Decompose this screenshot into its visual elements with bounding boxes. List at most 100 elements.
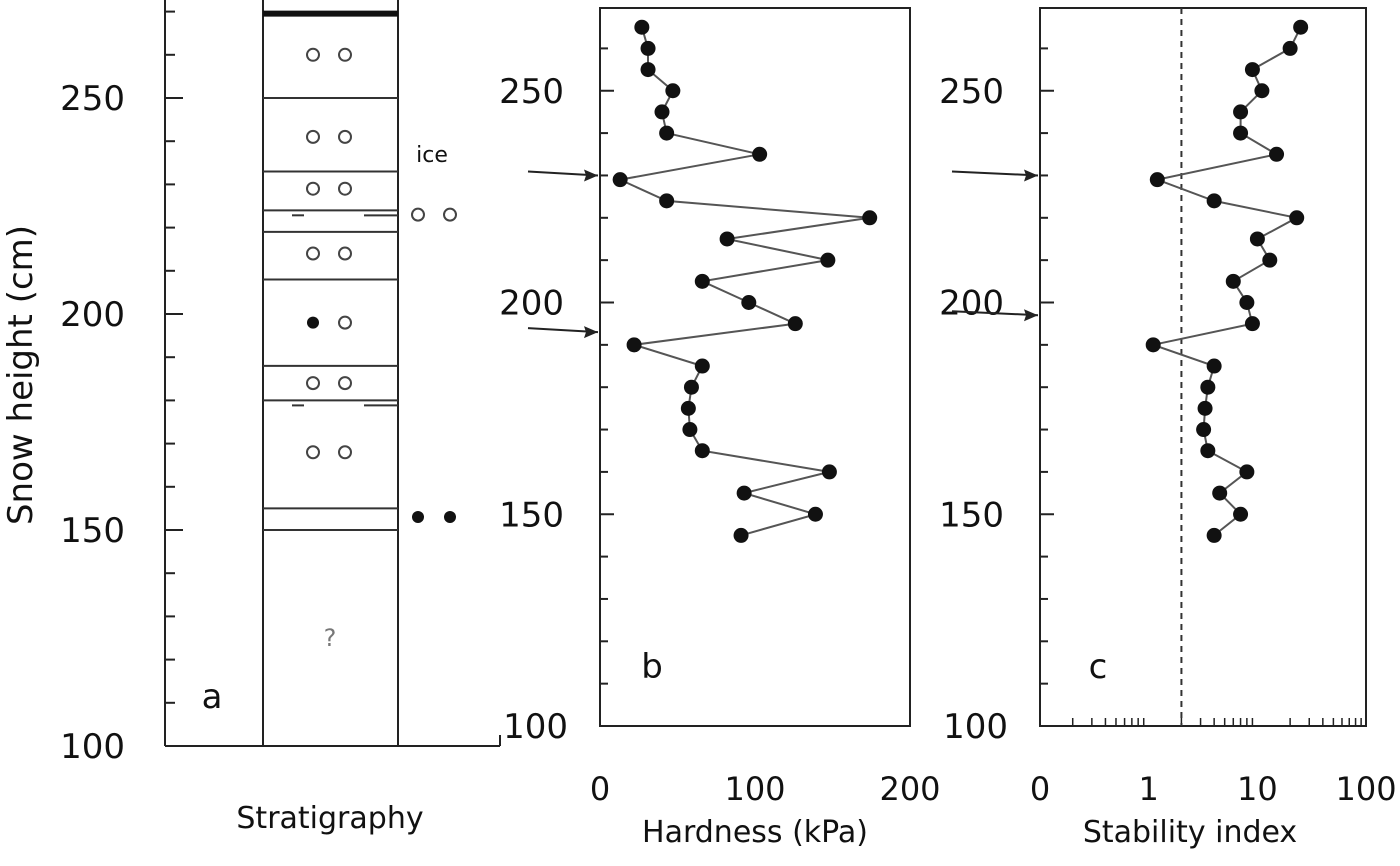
rounded-grain-icon (306, 47, 320, 62)
hardness-point (682, 422, 698, 438)
stability-point (1196, 422, 1212, 438)
x-tick-label: 0 (590, 770, 610, 808)
hardness-points (612, 19, 878, 543)
panel-c-xlabel: Stability index (1083, 815, 1297, 850)
stability-point (1233, 506, 1249, 522)
weak-layer-arrow (951, 170, 1039, 177)
x-tick-label: 0 (1030, 770, 1050, 808)
y-tick-label: 150 (60, 511, 125, 551)
ice-annotation: ice (416, 143, 448, 168)
stability-point (1244, 62, 1260, 78)
x-tick-label: 10 (1237, 770, 1278, 808)
y-tick-label: 200 (939, 284, 1004, 324)
hardness-point (659, 125, 675, 141)
stability-point (1282, 40, 1298, 56)
stability-point (1206, 358, 1222, 374)
panel-b-frame (599, 7, 911, 727)
rounded-grain-icon (306, 246, 320, 261)
stability-point (1262, 252, 1278, 268)
y-tick-label: 150 (939, 495, 1004, 535)
y-axis-title: Snow height (cm) (1, 225, 41, 525)
rounded-grain-icon (306, 181, 320, 196)
hardness-point (821, 464, 837, 480)
hardness-point (807, 506, 823, 522)
hardness-point (612, 172, 628, 188)
arrowhead-icon (584, 169, 598, 182)
hardness-point (634, 19, 650, 35)
rounded-grain-icon (338, 315, 352, 330)
panel-a-xlabel: Stratigraphy (236, 801, 423, 836)
panel-c-frame (1039, 7, 1367, 727)
stability-point (1239, 295, 1255, 310)
rounded-grain-icon (306, 129, 320, 144)
hardness-point (719, 231, 735, 247)
stability-point (1206, 527, 1222, 543)
x-tick-label: 100 (1336, 770, 1397, 808)
stability-point (1200, 379, 1216, 395)
y-tick-label: 100 (60, 727, 125, 767)
arrowhead-icon (584, 326, 598, 339)
rounded-grain-icon (338, 246, 352, 261)
hardness-point (741, 295, 757, 310)
panel-b-ticks: 100 150 200 250 0 100 200 (499, 47, 941, 808)
hardness-point (694, 443, 710, 459)
stability-points (1145, 19, 1309, 543)
y-tick-label: 200 (499, 284, 564, 324)
stability-point (1269, 146, 1285, 162)
stability-point (1233, 104, 1249, 120)
stability-point (1233, 125, 1249, 141)
rounded-grain-icon (411, 207, 425, 222)
panel-c-stability: 100 150 200 250 0 1 10 100 c Stability index (939, 7, 1397, 850)
rounded-grain-icon (338, 129, 352, 144)
hardness-point (680, 400, 696, 416)
y-tick-label: 250 (499, 72, 564, 112)
panel-c-arrows (951, 169, 1039, 322)
hardness-point (862, 210, 878, 226)
x-tick-label: 200 (879, 770, 940, 808)
panel-a-label: a (202, 677, 223, 717)
rounded-grain-icon (338, 445, 352, 460)
arrowhead-icon (1024, 309, 1038, 322)
hardness-point (694, 273, 710, 289)
rounded-grain-solid-icon (412, 511, 424, 524)
stability-point (1145, 337, 1161, 353)
hardness-point (736, 485, 752, 501)
hardness-point (659, 193, 675, 209)
x-tick-label: 100 (724, 770, 785, 808)
strat-layers (263, 10, 398, 531)
stability-point (1225, 273, 1241, 289)
rounded-grain-icon (338, 376, 352, 391)
hardness-point (640, 62, 656, 78)
hardness-point (694, 358, 710, 374)
panel-a-ticks: 100 150 200 250 (60, 10, 183, 767)
stability-point (1249, 231, 1265, 247)
hardness-point (820, 252, 836, 268)
stability-point (1239, 464, 1255, 480)
stability-point (1200, 443, 1216, 459)
hardness-point (683, 379, 699, 395)
rounded-grain-icon (306, 445, 320, 460)
hardness-point (626, 337, 642, 353)
stability-point (1244, 316, 1260, 332)
stability-point (1197, 400, 1213, 416)
unknown-annotation: ? (324, 624, 337, 652)
stability-point (1149, 172, 1165, 188)
panel-c-label: c (1089, 647, 1108, 687)
panel-c-ticks: 100 150 200 250 0 1 10 100 (939, 47, 1397, 808)
stability-point (1254, 83, 1270, 99)
hardness-point (654, 104, 670, 120)
grain-symbols (306, 47, 457, 524)
y-tick-label: 200 (60, 295, 125, 335)
hardness-point (640, 40, 656, 56)
stability-point (1206, 193, 1222, 209)
hardness-line (616, 26, 870, 537)
hardness-point (733, 527, 749, 543)
y-tick-label: 150 (499, 495, 564, 535)
stability-point (1293, 19, 1309, 35)
rounded-grain-solid-icon (444, 511, 456, 524)
y-tick-label: 250 (60, 79, 125, 119)
panel-a-stratigraphy: 100 150 200 250 ice ? a Stratigraphy Snow h… (1, 0, 501, 836)
rounded-grain-icon (306, 376, 320, 391)
stability-point (1212, 485, 1228, 501)
